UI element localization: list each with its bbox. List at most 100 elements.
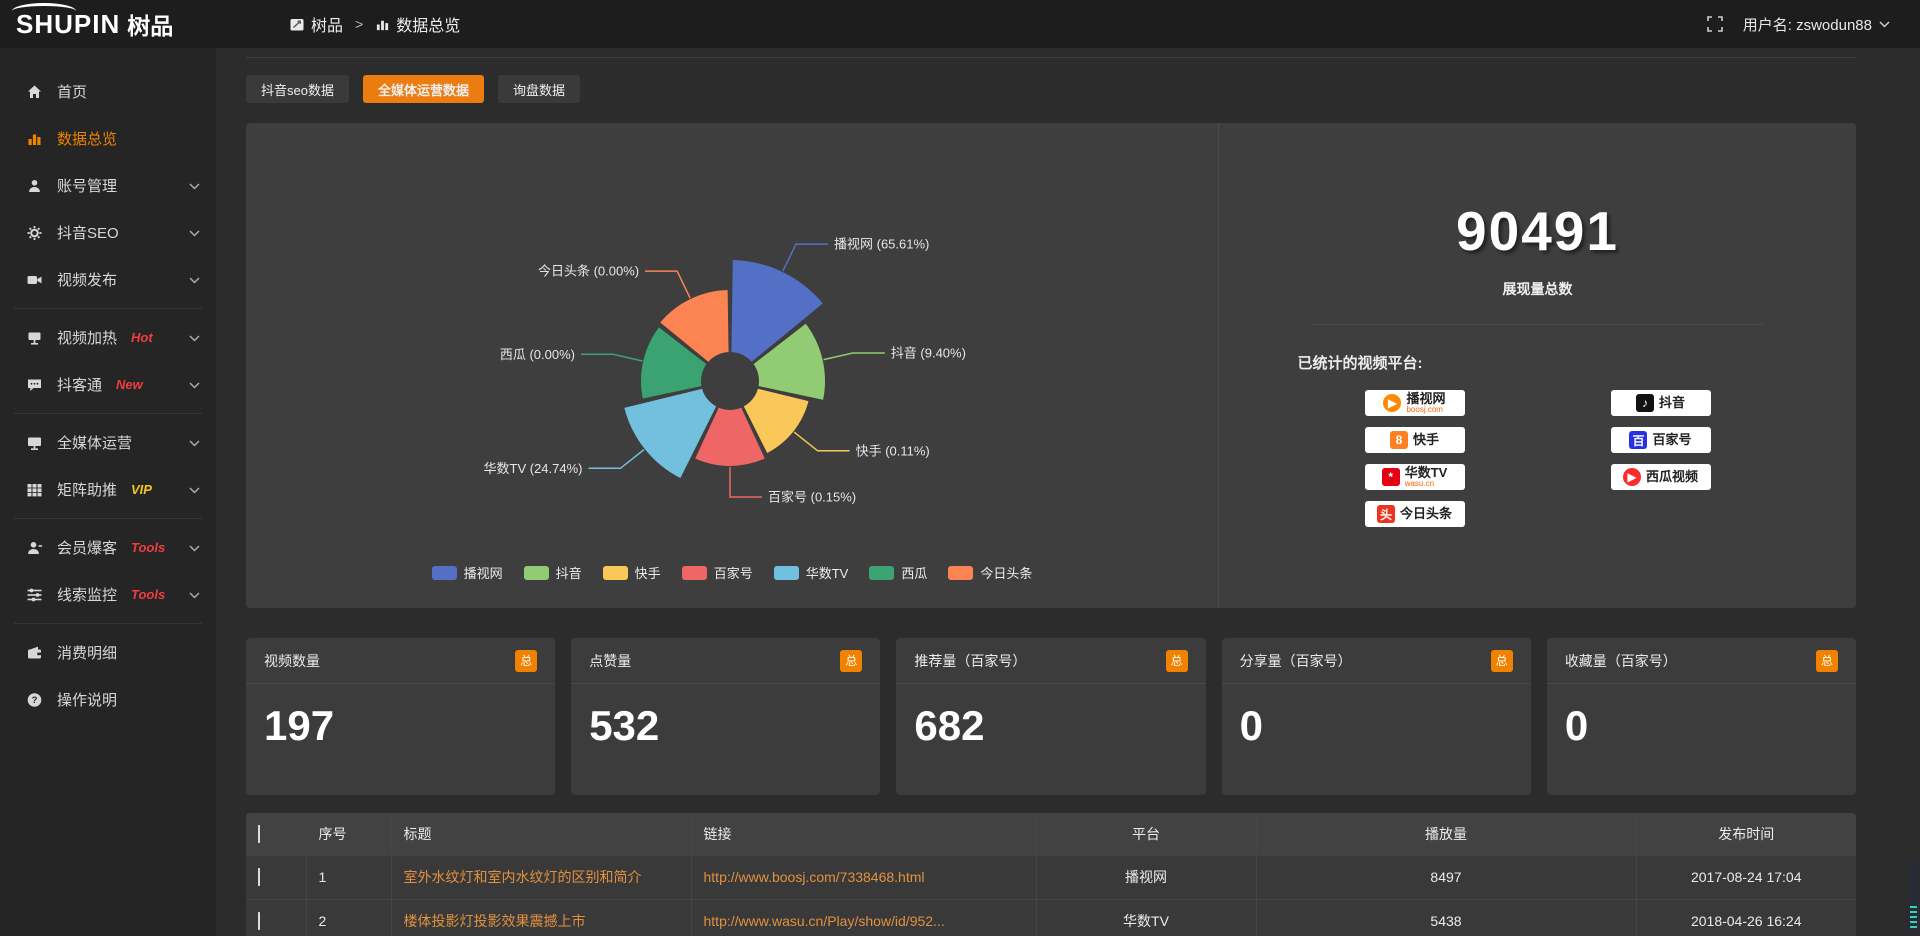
legend-item[interactable]: 今日头条 (948, 563, 1032, 582)
platform-badge-douyin[interactable]: ♪ 抖音 (1610, 390, 1711, 416)
legend-swatch (681, 565, 707, 580)
pie-slice-抖音[interactable] (750, 320, 827, 403)
total-badge[interactable]: 总 (840, 649, 863, 672)
platform-badge-name: 今日头条 (1399, 506, 1452, 522)
platform-badge-column-right: ♪ 抖音 百 百家号 ▶ 西瓜视频 (1610, 390, 1711, 527)
floating-widget[interactable] (1907, 861, 1919, 933)
sidebar-item-label: 视频加热 (57, 330, 118, 347)
sidebar-item-lead-monitor[interactable]: 线索监控 Tools (0, 571, 216, 618)
platform-badge-washutv[interactable]: * 华数TV wasu.cn (1364, 464, 1465, 490)
sidebar-item-video-heat[interactable]: 视频加热 Hot (0, 314, 216, 361)
platform-badge-toutiao[interactable]: 头 今日头条 (1364, 501, 1465, 527)
sidebar-item-douyin-seo[interactable]: 抖音SEO (0, 209, 216, 256)
col-header-publish-time: 发布时间 (1636, 813, 1856, 855)
douyin-logo-icon: ♪ (1635, 394, 1654, 412)
hot-tag: Hot (131, 330, 153, 345)
total-badge[interactable]: 总 (515, 649, 538, 672)
chevron-down-icon (1879, 20, 1890, 28)
table-row: 2 楼体投影灯投影效果震撼上市 http://www.wasu.cn/Play/… (246, 898, 1856, 936)
sidebar-item-data-overview[interactable]: 数据总览 (0, 115, 216, 162)
fullscreen-icon[interactable] (1706, 16, 1723, 32)
total-badge[interactable]: 总 (1490, 649, 1513, 672)
pie-label: 播视网 (65.61%) (834, 237, 929, 252)
user-menu[interactable]: 用户名: zswodun88 (1743, 14, 1890, 35)
sidebar-item-omnimedia[interactable]: 全媒体运营 (0, 419, 216, 466)
legend-item[interactable]: 快手 (602, 563, 661, 582)
sidebar-item-accounts[interactable]: 账号管理 (0, 162, 216, 209)
cell-title-link[interactable]: 室外水纹灯和室内水纹灯的区别和简介 (391, 854, 692, 899)
breadcrumb-root[interactable]: 树品 (290, 12, 343, 36)
select-all-checkbox[interactable] (258, 824, 260, 843)
sidebar-divider (14, 518, 202, 519)
pie-label: 华数TV (24.74%) (484, 461, 583, 476)
stat-card-label: 推荐量（百家号） (914, 652, 1027, 669)
cell-url-link[interactable]: http://www.boosj.com/7338468.html (691, 854, 1037, 899)
platform-badge-column-left: ▶ 播视网 boosj.com 8 快手 * 华数TV wasu.cn 头 (1364, 390, 1465, 527)
chat-bubble-icon (26, 376, 44, 394)
logo-suffix: 树品 (127, 13, 174, 39)
legend-item[interactable]: 百家号 (681, 563, 753, 582)
pie-slice-西瓜[interactable] (639, 324, 710, 401)
sliders-icon (26, 586, 44, 604)
sidebar-item-doketong[interactable]: 抖客通 New (0, 361, 216, 408)
sidebar-divider (14, 413, 202, 414)
total-badge[interactable]: 总 (1165, 649, 1188, 672)
pie-slice-华数TV[interactable] (621, 386, 719, 481)
platform-badge-baijiahao[interactable]: 百 百家号 (1610, 427, 1711, 453)
sidebar-item-label: 会员爆客 (57, 540, 118, 557)
row-checkbox[interactable] (258, 912, 260, 930)
cell-title-link[interactable]: 楼体投影灯投影效果震撼上市 (391, 898, 692, 936)
chevron-down-icon (189, 376, 200, 393)
pie-label: 抖音 (9.40%) (891, 346, 966, 361)
platform-badge-xigua[interactable]: ▶ 西瓜视频 (1610, 464, 1711, 490)
tab-omnimedia-data[interactable]: 全媒体运营数据 (362, 75, 484, 103)
platform-badge-sub: wasu.cn (1404, 478, 1435, 488)
member-icon (26, 539, 44, 557)
pie-slice-百家号[interactable] (692, 405, 768, 468)
col-header-link: 链接 (691, 813, 1037, 855)
cell-plays: 5438 (1256, 898, 1637, 936)
pie-slice-快手[interactable] (741, 386, 811, 456)
cell-url-link[interactable]: http://www.wasu.cn/Play/show/id/952... (691, 898, 1037, 936)
legend-item[interactable]: 抖音 (523, 563, 582, 582)
summary-divider (1312, 324, 1763, 325)
sidebar-item-home[interactable]: 首页 (0, 68, 216, 115)
videos-table: 序号 标题 链接 平台 播放量 发布时间 1 室外水纹灯和室内水纹灯的区别和简介… (246, 813, 1856, 936)
stat-card-value: 197 (264, 702, 335, 749)
legend-item[interactable]: 华数TV (773, 563, 848, 582)
chevron-down-icon (189, 481, 200, 498)
stat-card-value: 0 (1564, 702, 1589, 749)
tab-douyin-seo-data[interactable]: 抖音seo数据 (246, 75, 349, 103)
sidebar-item-label: 全媒体运营 (57, 435, 133, 452)
sidebar-item-help[interactable]: ? 操作说明 (0, 676, 216, 723)
sidebar-item-label: 矩阵助推 (57, 482, 118, 499)
boshiwang-logo-icon: ▶ (1383, 394, 1402, 412)
chevron-down-icon (189, 224, 200, 241)
sidebar-item-label: 操作说明 (57, 692, 118, 709)
platform-badge-name: 快手 (1412, 432, 1439, 448)
pie-slice-今日头条[interactable] (657, 287, 731, 365)
pie-slice-播视网[interactable] (729, 257, 826, 365)
sidebar-item-member-burst[interactable]: 会员爆客 Tools (0, 524, 216, 571)
chevron-down-icon (189, 329, 200, 346)
sidebar-divider (14, 623, 202, 624)
legend-item[interactable]: 播视网 (431, 563, 503, 582)
tools-tag: Tools (131, 540, 166, 555)
sidebar-item-matrix-boost[interactable]: 矩阵助推 VIP (0, 466, 216, 513)
row-checkbox[interactable] (258, 868, 260, 886)
legend-item[interactable]: 西瓜 (869, 563, 927, 582)
platform-badge-boshiwang[interactable]: ▶ 播视网 boosj.com (1364, 390, 1465, 416)
sidebar-item-spending-detail[interactable]: 消费明细 (0, 629, 216, 676)
sidebar-item-video-publish[interactable]: 视频发布 (0, 256, 216, 303)
platform-badge-name: 西瓜视频 (1645, 469, 1698, 485)
pie-leader-line (793, 431, 850, 452)
app-logo: SHUPIN 树品 (0, 0, 216, 48)
breadcrumb: 树品 > 数据总览 (290, 12, 460, 36)
platform-badge-kuaishou[interactable]: 8 快手 (1364, 427, 1465, 453)
sidebar-item-label: 抖音SEO (57, 225, 119, 242)
breadcrumb-current[interactable]: 数据总览 (375, 12, 460, 36)
total-badge[interactable]: 总 (1816, 649, 1839, 672)
pie-label: 西瓜 (0.00%) (500, 347, 575, 362)
tab-inquiry-data[interactable]: 询盘数据 (497, 75, 580, 103)
bar-chart-icon (26, 130, 44, 148)
